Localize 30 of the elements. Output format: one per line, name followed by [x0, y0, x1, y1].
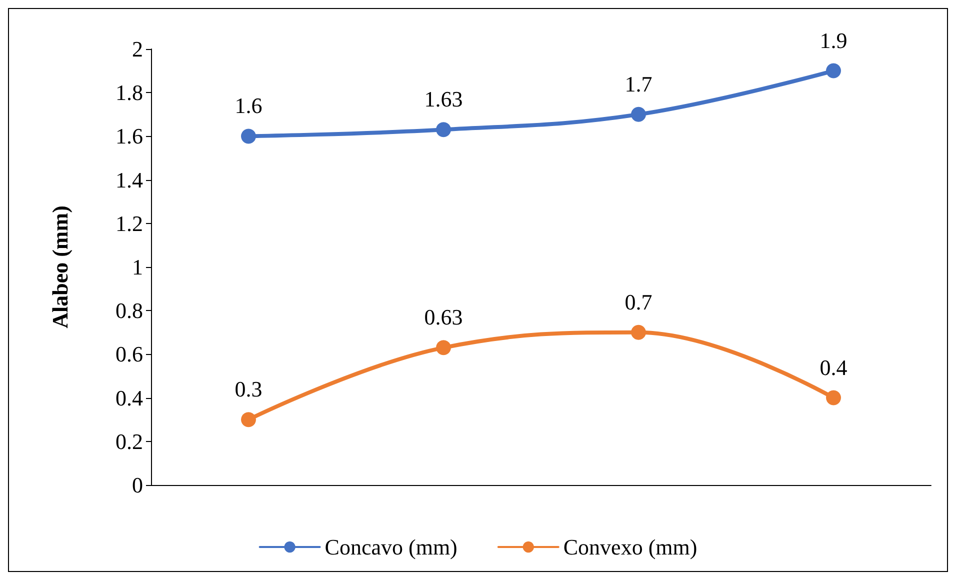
y-tick-label: 1.6 [116, 124, 143, 149]
data-label: 0.63 [424, 304, 463, 330]
y-tick-label: 1.8 [116, 80, 143, 106]
data-label: 0.3 [234, 376, 262, 402]
y-tick-label: 2 [132, 36, 143, 62]
data-label: 1.63 [424, 86, 463, 112]
legend-label: Convexo (mm) [563, 534, 698, 560]
data-label: 1.6 [234, 93, 262, 118]
y-tick-label: 0.8 [116, 298, 143, 324]
point [826, 390, 841, 406]
data-label: 0.7 [624, 289, 652, 314]
point [241, 412, 256, 428]
legend-label: Concavo (mm) [324, 534, 458, 560]
y-tick-label: 0.4 [116, 385, 143, 410]
y-tick-label: 0 [132, 472, 143, 498]
data-label: 1.9 [820, 28, 848, 53]
y-tick-label: 0.2 [116, 428, 143, 454]
point [436, 122, 451, 138]
point [826, 63, 841, 78]
point [436, 340, 451, 356]
point [241, 128, 256, 144]
data-label: 0.4 [820, 354, 848, 380]
y-tick-label: 0.6 [116, 342, 143, 367]
y-axis-title: Alabeo (mm) [48, 206, 72, 328]
y-tick-label: 1.2 [116, 210, 143, 236]
point [631, 324, 646, 340]
y-tick-label: 1 [132, 254, 143, 280]
data-label: 1.7 [624, 71, 652, 96]
point [631, 106, 646, 122]
y-tick-label: 1.4 [116, 167, 143, 192]
